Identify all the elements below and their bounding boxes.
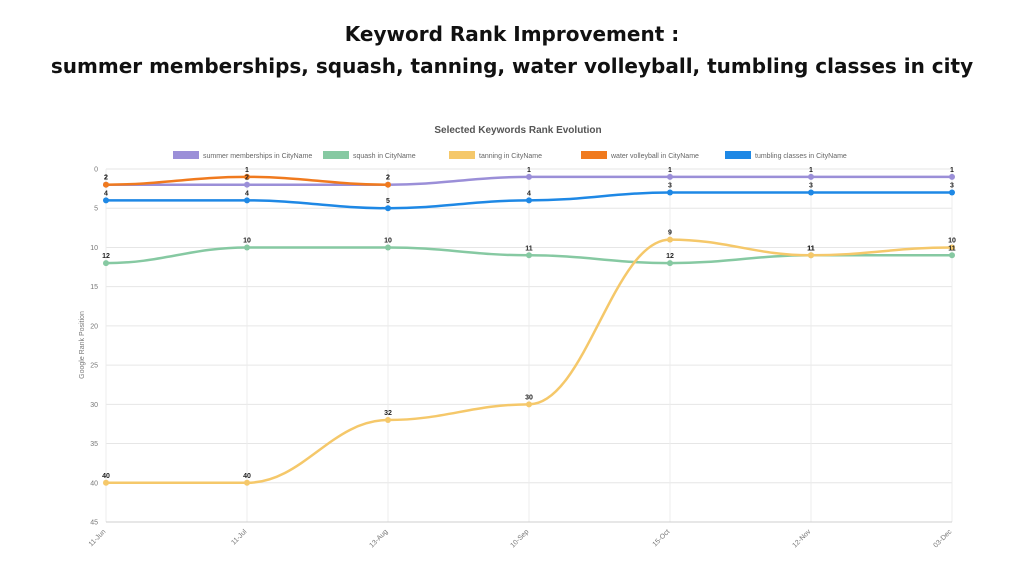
data-label: 40 — [243, 473, 251, 480]
data-point — [949, 252, 955, 259]
data-label: 3 — [809, 183, 813, 190]
y-axis-ticks: 0 5 10 15 20 25 30 35 40 45 — [90, 167, 98, 527]
legend-label: tanning in CityName — [479, 153, 542, 160]
y-tick-label: 5 — [94, 206, 98, 213]
y-tick-label: 45 — [90, 520, 98, 527]
legend-swatch — [323, 151, 349, 159]
y-tick-label: 20 — [90, 323, 98, 330]
x-axis-ticks: 11-Jun 11-Jul 13-Aug 10-Sep 15-Oct 12-Nov 03-D… — [88, 528, 954, 549]
data-point — [949, 173, 955, 180]
data-label: 30 — [525, 394, 533, 401]
data-label: 2 — [245, 175, 249, 182]
data-label: 1 — [950, 167, 954, 174]
data-label: 2 — [104, 175, 108, 182]
legend-label: water volleyball in CityName — [610, 153, 699, 160]
data-label: 11 — [807, 245, 815, 252]
data-label: 5 — [386, 198, 390, 205]
data-point — [385, 417, 391, 424]
x-tick-label: 03-Dec — [932, 528, 953, 549]
y-tick-label: 15 — [90, 284, 98, 291]
data-point — [244, 197, 250, 204]
data-point — [526, 197, 532, 204]
data-label: 11 — [807, 245, 815, 252]
data-label: 1 — [245, 167, 249, 174]
legend-label: tumbling classes in CityName — [755, 153, 847, 160]
data-label: 10 — [948, 237, 956, 244]
data-point — [667, 173, 673, 180]
data-point — [103, 181, 109, 188]
x-tick-label: 13-Aug — [368, 528, 389, 549]
chart-grid — [105, 168, 953, 523]
legend-swatch — [581, 151, 607, 159]
y-tick-label: 10 — [90, 245, 98, 252]
legend-label: summer memberships in CityName — [203, 153, 312, 160]
data-point — [949, 189, 955, 196]
data-label: 12 — [666, 253, 674, 260]
data-label: 10 — [243, 237, 251, 244]
x-tick-label: 11-Jul — [230, 528, 248, 546]
x-tick-label: 12-Nov — [791, 528, 812, 549]
data-label: 10 — [384, 237, 392, 244]
data-point — [667, 260, 673, 267]
data-point — [385, 205, 391, 212]
series-line — [105, 238, 953, 485]
data-label: 11 — [948, 245, 956, 252]
data-point — [667, 189, 673, 196]
data-label: 1 — [668, 167, 672, 174]
data-label: 1 — [527, 167, 531, 174]
data-label: 4 — [245, 190, 249, 197]
data-label: 4 — [527, 190, 531, 197]
y-tick-label: 35 — [90, 441, 98, 448]
data-point — [244, 181, 250, 188]
data-label: 3 — [668, 183, 672, 190]
data-point — [526, 401, 532, 408]
legend-label: squash in CityName — [353, 153, 416, 160]
data-point — [949, 244, 955, 251]
data-point — [385, 244, 391, 251]
y-axis-label: Google Rank Position — [79, 311, 86, 379]
y-tick-label: 0 — [94, 167, 98, 174]
y-tick-label: 25 — [90, 363, 98, 370]
data-label: 3 — [950, 183, 954, 190]
data-label: 2 — [104, 175, 108, 182]
x-tick-label: 10-Sep — [509, 528, 530, 549]
data-point — [526, 252, 532, 259]
data-point — [808, 173, 814, 180]
chart-title: Selected Keywords Rank Evolution — [434, 125, 601, 136]
page-title-line-2: summer memberships, squash, tanning, wat… — [50, 54, 974, 78]
data-label: 12 — [102, 253, 110, 260]
x-tick-label: 15-Oct — [652, 528, 672, 548]
chart-series — [103, 173, 955, 486]
data-label: 9 — [668, 230, 672, 237]
page-title-line-1: Keyword Rank Improvement : — [344, 22, 680, 46]
data-label: 32 — [384, 410, 392, 417]
data-point — [526, 173, 532, 180]
data-label: 1 — [809, 167, 813, 174]
x-tick-label: 11-Jun — [88, 528, 108, 548]
legend-swatch — [173, 151, 199, 159]
data-label: 2 — [386, 175, 390, 182]
data-point — [808, 189, 814, 196]
y-tick-label: 30 — [90, 402, 98, 409]
data-label: 40 — [102, 473, 110, 480]
data-point — [103, 479, 109, 486]
chart-legend: summer memberships in CityName squash in … — [173, 151, 847, 160]
legend-swatch — [725, 151, 751, 159]
data-label: 2 — [386, 175, 390, 182]
data-point — [244, 173, 250, 180]
data-point — [808, 252, 814, 259]
data-label: 11 — [525, 245, 533, 252]
data-point — [103, 260, 109, 267]
data-point — [244, 479, 250, 486]
legend-swatch — [449, 151, 475, 159]
data-point — [667, 236, 673, 243]
data-label: 4 — [104, 190, 108, 197]
data-point — [244, 244, 250, 251]
data-point — [385, 181, 391, 188]
y-tick-label: 40 — [90, 480, 98, 487]
data-point — [103, 197, 109, 204]
